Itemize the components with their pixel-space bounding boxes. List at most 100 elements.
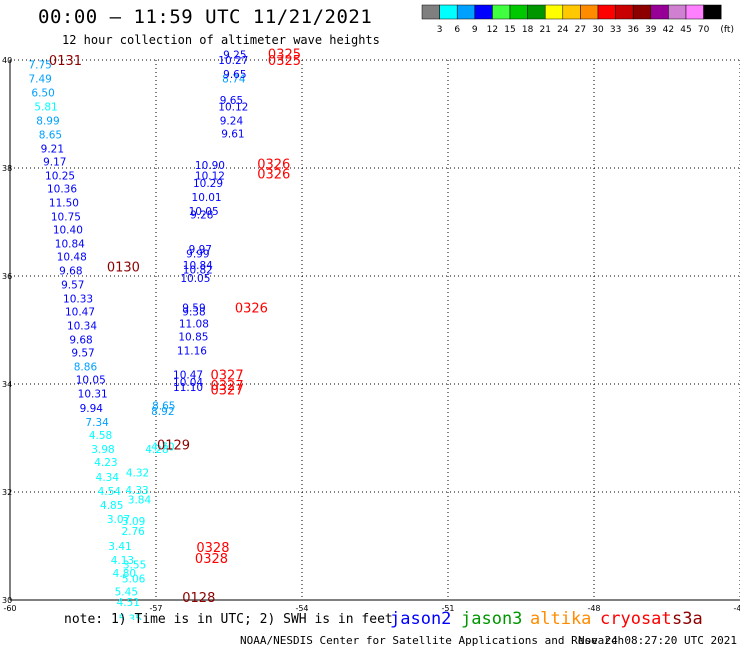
wave-height-label: 9.61 (221, 128, 244, 140)
satellite-altika-label: altika (530, 609, 592, 629)
wave-height-label: 9.65 (220, 95, 243, 107)
y-tick-label: 34 (2, 380, 12, 389)
colorbar-tick-label: 33 (610, 25, 621, 35)
wave-height-label: 3.55 (123, 559, 146, 571)
wave-height-label: 10.40 (53, 225, 83, 237)
pass-time-label: 0130 (107, 260, 140, 275)
colorbar-tick-label: 9 (472, 25, 478, 35)
colorbar-tick-label: 45 (680, 25, 691, 35)
pass-time-label: 0325 (268, 48, 301, 63)
wave-height-label: 10.84 (183, 260, 213, 272)
wave-height-label: 10.25 (45, 171, 75, 183)
y-tick-label: 40 (2, 56, 12, 65)
wave-height-label: 9.57 (61, 280, 84, 292)
colorbar-tick-label: 24 (557, 25, 569, 35)
x-tick-label: -48 (587, 604, 600, 613)
wave-height-label: 11.08 (179, 319, 209, 331)
wave-height-label: 4.33 (125, 485, 148, 497)
colorbar-tick-label: (ft) (720, 25, 734, 35)
wave-height-label: 9.24 (220, 115, 244, 127)
y-tick-label: 38 (2, 164, 12, 173)
generated-timestamp: Nov 24 08:27:20 UTC 2021 (578, 634, 737, 647)
wave-height-plot: -60 -57 -54 -51 -48 -45 30 32 34 36 38 40 7.75 7.49 6.… (2, 48, 740, 620)
wave-height-label: 9.68 (69, 335, 92, 347)
wave-height-label: 10.82 (183, 265, 213, 277)
wave-height-label: 4.70 (151, 442, 174, 454)
x-tick-label: -51 (441, 604, 454, 613)
wave-height-label: 10.75 (51, 212, 81, 224)
wave-height-label: 4.34 (96, 472, 120, 484)
wave-height-label: 10.36 (47, 184, 77, 196)
colorbar-tick-label: 21 (539, 25, 550, 35)
pass-time-label: 0326 (257, 158, 290, 173)
wave-height-label: 4.13 (111, 555, 134, 567)
wave-height-label: 4.54 (98, 486, 122, 498)
wave-height-label: 10.48 (57, 252, 87, 264)
colorbar-tick-label: 70 (698, 25, 710, 35)
satellite-jason2-label: jason2 (390, 609, 452, 629)
wave-height-label: 10.85 (178, 331, 208, 343)
wave-height-label: 2.76 (121, 526, 145, 538)
wave-height-label: 9.21 (41, 144, 64, 156)
wave-height-label: 3.98 (91, 444, 114, 456)
wave-height-label: 10.04 (173, 377, 203, 389)
wave-height-label: 3.84 (128, 495, 152, 507)
wave-height-label: 9.28 (190, 209, 213, 221)
wave-height-label: 10.27 (218, 55, 248, 67)
wave-height-label: 10.05 (76, 375, 106, 387)
colorbar-tick-label: 30 (592, 25, 604, 35)
pass-time-label: 0129 (157, 438, 190, 453)
wave-height-label: 9.99 (186, 248, 209, 260)
credit-line: NOAA/NESDIS Center for Satellite Applica… (240, 634, 625, 647)
wave-height-label: 10.47 (65, 307, 95, 319)
wave-height-label: 9.57 (71, 348, 94, 360)
pass-time-label: 0328 (196, 541, 229, 556)
colorbar-tick-label: 39 (645, 25, 657, 35)
wave-height-label: 5.35 (119, 613, 142, 620)
wave-height-label: 8.99 (36, 115, 59, 127)
wave-height-label: 3.07 (107, 514, 130, 526)
wave-height-label: 4.28 (145, 444, 168, 456)
wave-height-label: 10.47 (173, 369, 203, 381)
wave-height-label: 10.12 (218, 101, 248, 113)
wave-height-label: 4.85 (100, 500, 123, 512)
wave-height-label: 5.45 (115, 586, 138, 598)
wave-height-label: 8.86 (74, 362, 98, 374)
wave-height-label: 3.41 (108, 541, 131, 553)
wave-height-label: 10.05 (189, 206, 219, 218)
wave-height-label: 10.01 (192, 192, 222, 204)
page-title: 00:00 – 11:59 UTC 11/21/2021 (38, 6, 373, 28)
satellite-cryosat-label: cryosat (600, 609, 672, 629)
pass-time-label: 0128 (182, 591, 215, 606)
pass-time-label: 0326 (257, 167, 290, 182)
y-tick-label: 32 (2, 488, 12, 497)
colorbar-swatch (703, 4, 722, 20)
pass-time-label: 0327 (211, 368, 244, 383)
colorbar-tick-label: 18 (522, 25, 534, 35)
wave-height-label: 5.06 (122, 573, 146, 585)
wave-height-label: 9.97 (189, 244, 212, 256)
wave-height-label: 10.34 (67, 321, 97, 333)
colorbar-tick-label: 3 (437, 25, 443, 35)
colorbar-tick-label: 42 (663, 25, 674, 35)
pass-time-label: 0131 (49, 54, 82, 69)
pass-time-label: 0327 (211, 379, 244, 394)
wave-height-label: 11.16 (177, 346, 207, 358)
x-tick-label: -60 (3, 604, 16, 613)
wave-height-label: 8.65 (39, 130, 62, 142)
wave-height-label: 4.32 (126, 468, 149, 480)
wave-height-label: 10.90 (195, 160, 225, 172)
y-tick-label: 30 (2, 596, 12, 605)
wave-height-label: 9.38 (182, 307, 205, 319)
wave-height-label: 11.10 (173, 382, 203, 394)
wave-height-label: 4.23 (94, 457, 117, 469)
wave-height-label: 4.51 (117, 597, 140, 609)
pass-time-label: 0327 (211, 383, 244, 398)
pass-time-label: 0326 (235, 301, 268, 316)
wave-height-label: 8.65 (152, 401, 175, 413)
wave-height-label: 7.34 (85, 417, 109, 429)
x-tick-label: -45 (733, 604, 740, 613)
wave-height-label: 8.92 (151, 406, 174, 418)
wave-height-label: 7.49 (28, 73, 51, 85)
x-tick-label: -54 (295, 604, 308, 613)
